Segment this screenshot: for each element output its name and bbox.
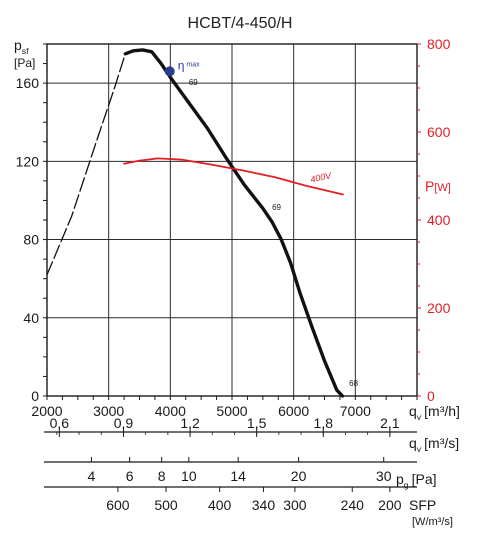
x-tick-label: 5000 <box>216 403 247 419</box>
scale-tick-label: 0,6 <box>50 415 70 431</box>
y-right-tick-label: 0 <box>427 388 435 404</box>
y-left-axis-unit: [Pa] <box>14 56 35 70</box>
x-tick-label: 7000 <box>340 403 371 419</box>
x-tick-label: 6000 <box>278 403 309 419</box>
scale-tick-label: 8 <box>158 468 166 484</box>
x-axis-label: qv [m³/h] <box>409 403 460 422</box>
efficiency-value-label: 68 <box>349 379 358 388</box>
y-right-tick-label: 400 <box>427 212 451 228</box>
y-left-tick-label: 80 <box>23 232 39 248</box>
y-right-tick-label: 800 <box>427 36 451 52</box>
series-power-curve <box>123 157 344 196</box>
annotations: η max 69 69 68 400V <box>164 58 359 388</box>
scale-tick-label: 30 <box>376 468 392 484</box>
power-curve-label: 400V <box>309 170 333 184</box>
x-tick-label: 2000 <box>31 403 62 419</box>
eta-max-label: η max <box>178 58 200 72</box>
y-right-tick-label: 600 <box>427 124 451 140</box>
series-pressure-curve <box>123 48 345 398</box>
grid <box>46 44 417 397</box>
scale-tick-label: 340 <box>252 497 276 513</box>
y-right-tick-label: 200 <box>427 300 451 316</box>
x-tick-label: 4000 <box>155 403 186 419</box>
scale-tick-label: 20 <box>291 468 307 484</box>
axes: 0 40 80 120 160 psf[Pa] 0 200 400 600 800 P[W] 2000 3… <box>14 36 460 422</box>
scale-tick-label: 6 <box>126 468 134 484</box>
chart-title: HCBT/4-450/H <box>188 15 293 32</box>
scale-tick-label: 10 <box>181 468 197 484</box>
y-left-tick-label: 160 <box>16 75 40 91</box>
scale-label-sfp-unit: [W/m³/s] <box>412 516 453 528</box>
scale-label-sfp: SFP <box>409 497 436 513</box>
scale-tick-label: 14 <box>230 468 246 484</box>
scale-tick-label: 500 <box>154 497 178 513</box>
y-left-tick-label: 120 <box>16 153 40 169</box>
series <box>46 48 345 398</box>
y-left-axis-label: psf <box>14 37 29 56</box>
scale-tick-label: 600 <box>106 497 130 513</box>
scale-tick-label: 1,5 <box>247 415 267 431</box>
scale-tick-label: 400 <box>208 497 232 513</box>
efficiency-point-marker <box>164 66 175 77</box>
efficiency-value-label: 69 <box>189 78 198 87</box>
scale-tick-label: 240 <box>341 497 365 513</box>
scale-tick-label: 300 <box>283 497 307 513</box>
y-right-axis-label: P[W] <box>425 178 451 194</box>
scale-tick-label: 2,1 <box>380 415 400 431</box>
series-unstable-region <box>46 53 126 276</box>
secondary-scales: 0,6 0,9 1,2 1,5 1,8 2,1 qv [m³/s] 4 6 8 10 14 20 30 pg[… <box>44 415 459 528</box>
scale-tick-label: 4 <box>88 468 96 484</box>
scale-label-qv-m3s: qv [m³/s] <box>409 435 459 454</box>
scale-tick-label: 0,9 <box>114 415 134 431</box>
scale-label-pg: pg [Pa] <box>396 471 437 490</box>
scale-tick-label: 1,8 <box>314 415 334 431</box>
scale-tick-label: 1,2 <box>180 415 200 431</box>
y-left-tick-label: 0 <box>31 388 39 404</box>
scale-tick-label: 200 <box>378 497 402 513</box>
y-left-tick-label: 40 <box>23 310 39 326</box>
x-tick-label: 3000 <box>93 403 124 419</box>
efficiency-value-label: 69 <box>272 203 281 212</box>
